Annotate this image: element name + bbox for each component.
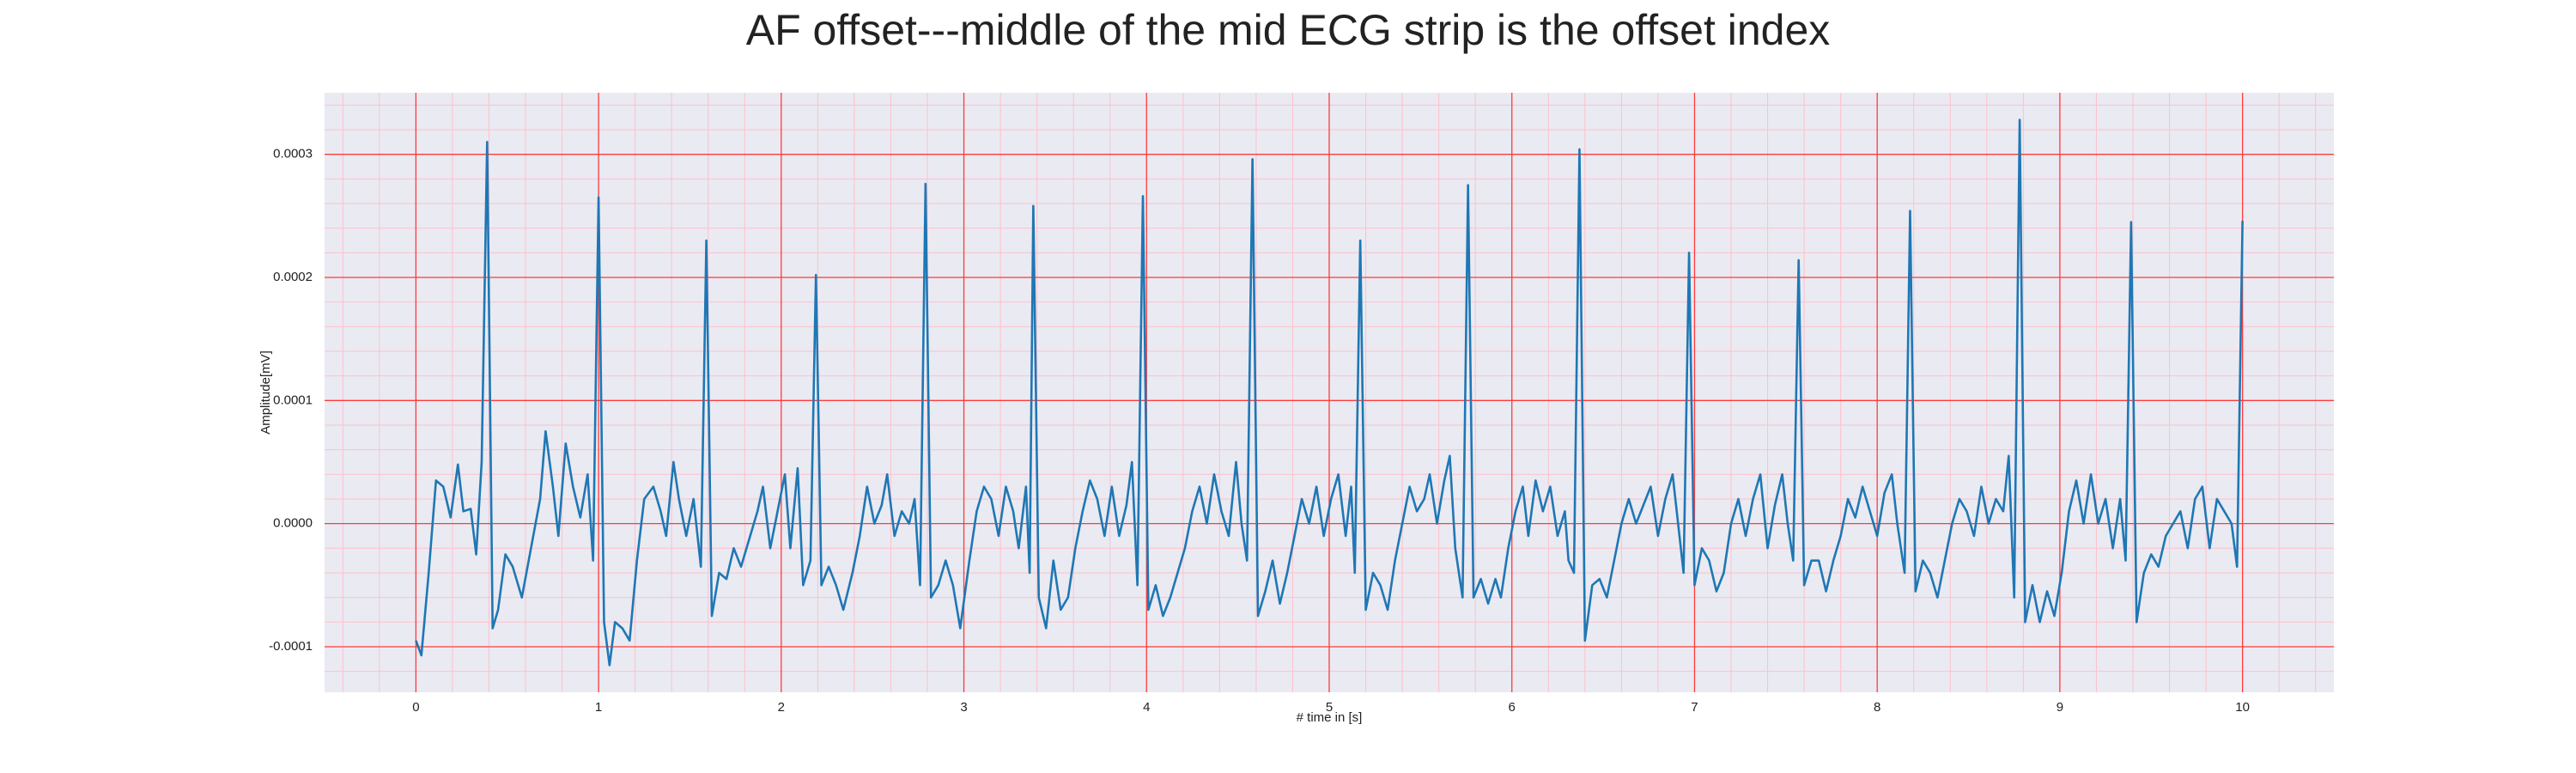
y-tick-label: 0.0002 <box>273 270 313 284</box>
x-tick-label: 3 <box>960 700 967 715</box>
x-tick-label: 0 <box>412 700 419 715</box>
y-tick-label: 0.0003 <box>273 147 313 161</box>
x-tick-label: 2 <box>778 700 785 715</box>
x-tick-label: 6 <box>1509 700 1516 715</box>
x-tick-label: 4 <box>1143 700 1150 715</box>
x-tick-label: 5 <box>1326 700 1333 715</box>
marks-layer <box>415 119 2244 666</box>
x-tick-label: 1 <box>595 700 602 715</box>
grid-layer <box>325 93 2334 692</box>
x-tick-label: 10 <box>2235 700 2250 715</box>
y-axis-label: Amplitude[mV] <box>258 350 273 435</box>
y-tick-label: 0.0001 <box>273 393 313 407</box>
chart-title: AF offset---middle of the mid ECG strip … <box>746 6 1831 54</box>
x-axis-label: # time in [s] <box>1297 710 1363 725</box>
ecg-line <box>415 119 2244 666</box>
y-tick-label: 0.0000 <box>273 516 313 531</box>
x-tick-label: 8 <box>1874 700 1880 715</box>
y-tick-label: -0.0001 <box>269 639 313 654</box>
x-tick-label: 7 <box>1691 700 1698 715</box>
x-tick-label: 9 <box>2057 700 2063 715</box>
